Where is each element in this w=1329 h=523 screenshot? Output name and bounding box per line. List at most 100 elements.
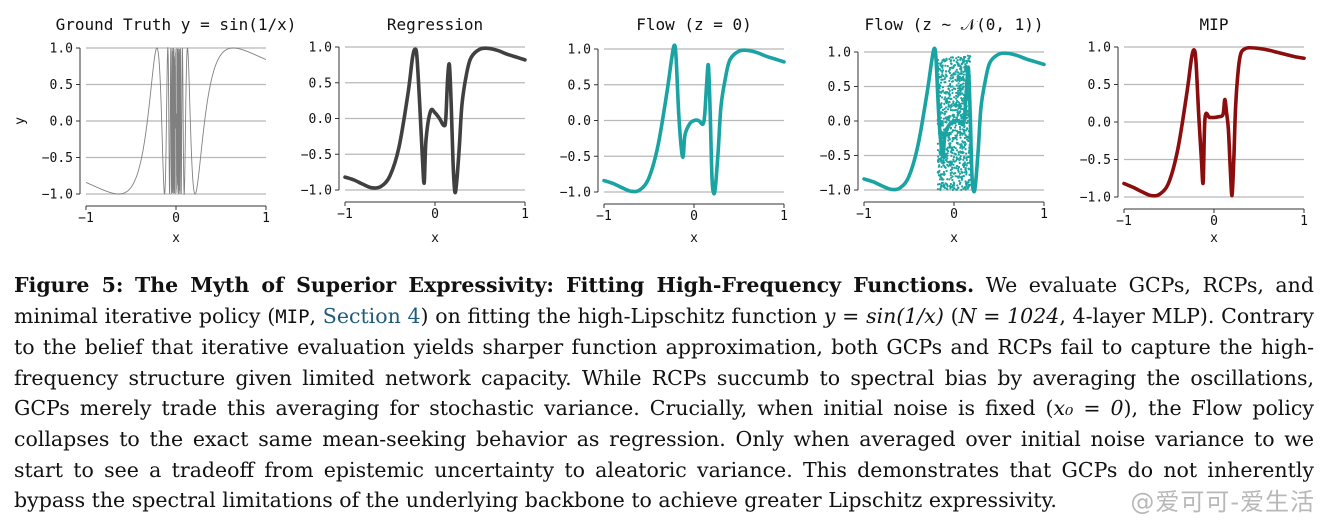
noise-point (937, 62, 940, 65)
noise-point (964, 129, 968, 132)
noise-point (939, 62, 943, 65)
noise-point (947, 119, 951, 122)
noise-point (962, 85, 965, 88)
noise-point (968, 56, 971, 59)
noise-point (957, 166, 961, 169)
noise-point (949, 108, 952, 112)
noise-point (947, 165, 950, 168)
noise-point (939, 160, 942, 163)
noise-point (946, 157, 949, 160)
noise-point (960, 72, 963, 75)
noise-point (942, 170, 946, 174)
noise-point (948, 84, 952, 87)
noise-point (949, 106, 952, 109)
noise-point (958, 77, 962, 80)
noise-point (947, 115, 951, 118)
section-link[interactable]: Section 4 (322, 303, 421, 328)
noise-point (961, 98, 964, 101)
noise-point (959, 157, 962, 161)
x-tick-label: 1 (521, 207, 529, 222)
noise-point (956, 59, 959, 62)
noise-point (946, 188, 949, 191)
noise-point (951, 114, 954, 117)
noise-point (949, 131, 952, 134)
noise-point (938, 164, 941, 167)
noise-point (958, 172, 962, 175)
panel-flowN: Flow (z ~ 𝒩(0, 1)) 1.0 0.5 0.0 −0.5 −1.0 −1 0 1 x (820, 15, 1048, 246)
noise-point (959, 151, 962, 154)
noise-point (957, 104, 960, 107)
noise-point (959, 65, 962, 68)
noise-point (954, 147, 957, 150)
x-tick-label: 1 (780, 209, 788, 224)
noise-point (955, 84, 958, 87)
y-tick-label: 0.5 (828, 80, 851, 95)
noise-point (960, 69, 963, 73)
noise-point (940, 102, 943, 105)
noise-point (954, 171, 957, 175)
noise-point (955, 91, 958, 94)
noise-point (943, 81, 946, 84)
noise-point (949, 62, 953, 65)
noise-point (959, 134, 962, 137)
noise-point (948, 178, 951, 181)
y-tick-label: 1.0 (1088, 41, 1111, 56)
noise-point (962, 158, 965, 161)
x-axis-label: x (950, 231, 958, 246)
noise-point (941, 69, 945, 72)
noise-point (958, 161, 961, 165)
noise-point (949, 97, 952, 100)
noise-point (959, 146, 962, 149)
caption-text-4: , 4-layer MLP). Contrary to the belief t… (14, 303, 1315, 421)
noise-point (943, 107, 946, 111)
figure-caption: Figure 5: The Myth of Superior Expressiv… (14, 270, 1314, 516)
panel-title: Ground Truth y = sin(1/x) (56, 15, 297, 34)
noise-point (951, 167, 954, 170)
noise-point (962, 129, 966, 133)
noise-point (951, 129, 955, 132)
noise-point (959, 127, 962, 131)
noise-point (952, 115, 956, 119)
noise-point (949, 77, 952, 80)
y-tick-label: 1.0 (828, 46, 851, 61)
noise-point (943, 59, 947, 62)
y-tick-label: −1.0 (560, 186, 591, 201)
noise-point (955, 68, 958, 71)
math-x0: x₀ = 0 (1053, 396, 1124, 421)
noise-point (964, 68, 967, 71)
noise-point (936, 188, 940, 191)
noise-point (951, 146, 954, 149)
noise-point (967, 155, 970, 159)
noise-point (952, 155, 956, 159)
noise-point (956, 75, 959, 78)
noise-point (966, 54, 970, 57)
noise-point (941, 86, 945, 89)
y-tick-label: 1.0 (309, 41, 332, 56)
noise-point (937, 155, 940, 158)
noise-point (955, 159, 958, 162)
noise-point (955, 116, 958, 119)
noise-point (939, 187, 942, 190)
noise-point (960, 87, 964, 90)
noise-point (952, 163, 955, 166)
x-tick-label: 0 (172, 211, 180, 226)
noise-point (948, 184, 952, 188)
y-tick-label: −0.5 (1080, 153, 1111, 168)
noise-point (967, 167, 970, 170)
x-axis-label: x (1210, 231, 1218, 246)
x-tick-label: 1 (262, 211, 270, 226)
noise-point (957, 93, 960, 96)
noise-point (955, 156, 958, 159)
noise-point (957, 55, 960, 59)
noise-point (941, 181, 944, 184)
panel-mip: MIP 1.0 0.5 0.0 −0.5 −1.0 −1 0 1 x (1080, 15, 1308, 246)
noise-point (960, 92, 964, 95)
noise-point (941, 185, 945, 188)
noise-point (962, 82, 965, 85)
noise-point (951, 56, 954, 59)
x-tick-label: −1 (1116, 214, 1132, 229)
figure-title: The Myth of Superior Expressivity: Fitti… (134, 273, 975, 297)
noise-point (946, 154, 949, 157)
noise-point (947, 85, 950, 88)
noise-point (948, 91, 951, 95)
